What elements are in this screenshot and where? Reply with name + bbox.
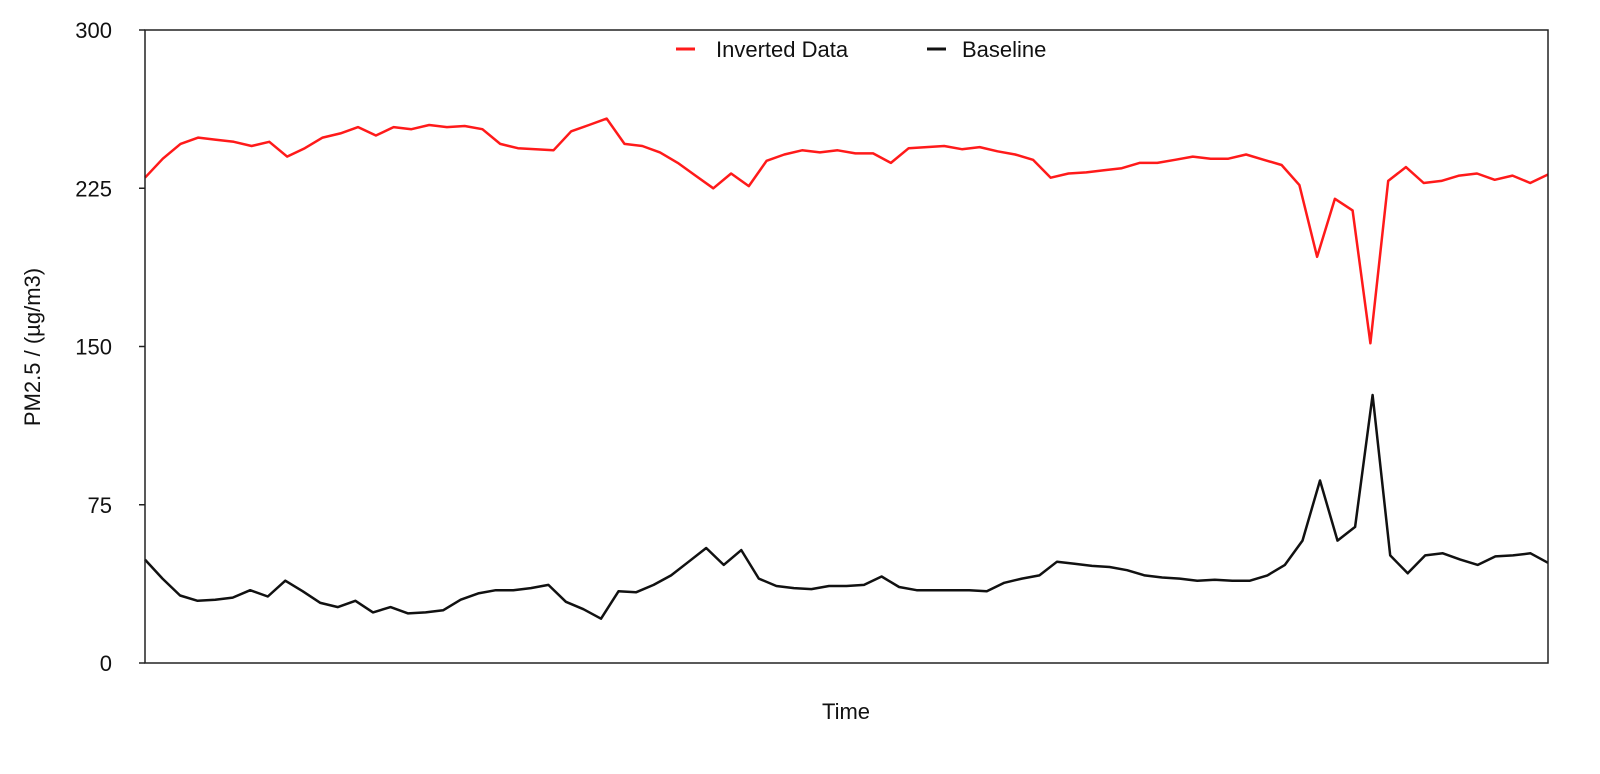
y-tick-label: 150 <box>75 335 112 360</box>
plot-frame <box>144 29 1549 664</box>
y-tick-label: 75 <box>88 493 112 518</box>
series-line-inverted-data <box>144 117 1549 345</box>
series-line-baseline <box>144 393 1549 620</box>
legend-label-baseline: Baseline <box>962 37 1046 62</box>
y-tick-label: 300 <box>75 18 112 43</box>
y-axis-label: PM2.5 / (µg/m3) <box>20 268 45 426</box>
plot-lines <box>144 117 1549 620</box>
legend: Inverted Data Baseline <box>676 37 1046 62</box>
y-axis: 0 75 150 225 300 <box>75 18 145 676</box>
legend-label-inverted-data: Inverted Data <box>716 37 849 62</box>
y-tick-label: 0 <box>100 651 112 676</box>
y-tick-label: 225 <box>75 176 112 201</box>
x-axis-label: Time <box>822 699 870 724</box>
